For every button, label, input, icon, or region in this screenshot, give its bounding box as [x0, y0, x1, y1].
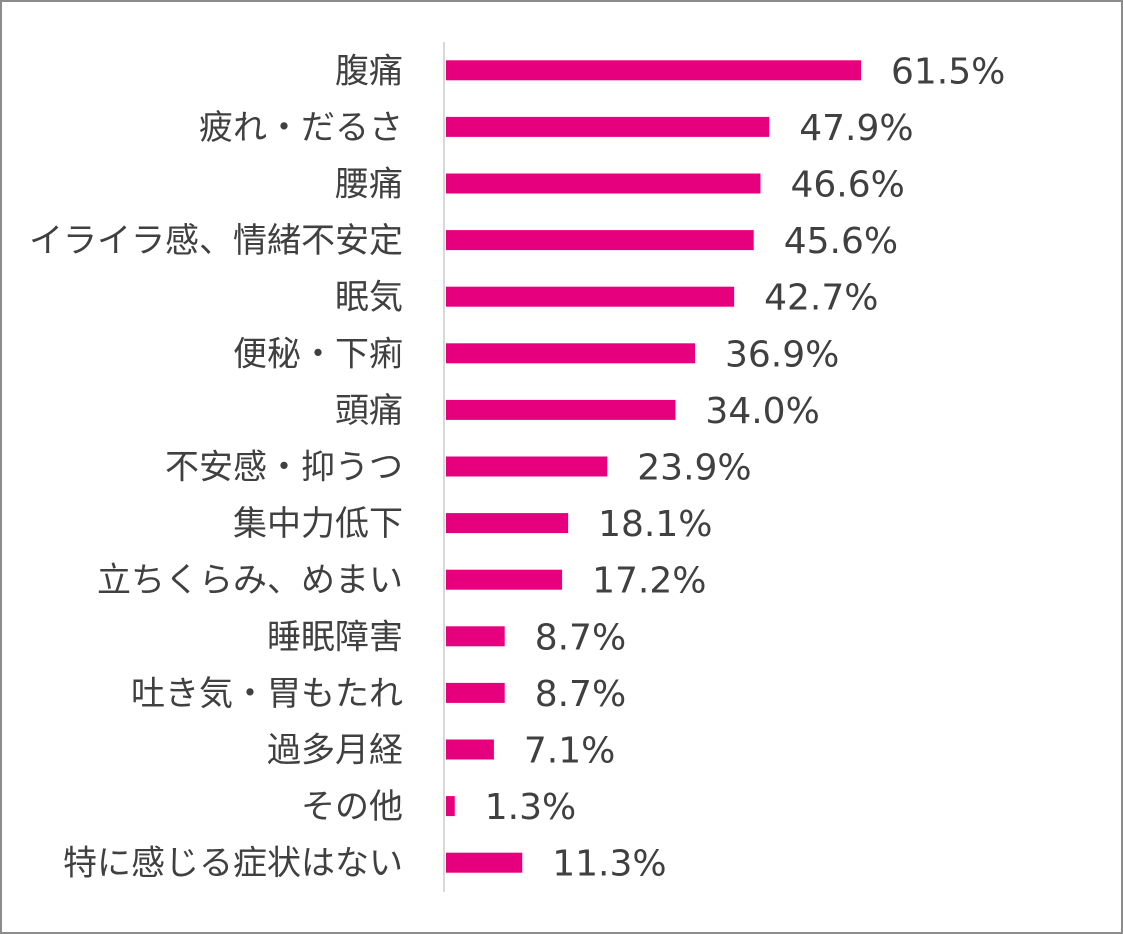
- category-label: 腰痛: [335, 165, 403, 205]
- category-label: 集中力低下: [233, 504, 403, 544]
- bar: [446, 173, 761, 194]
- category-labels-group: 腹痛疲れ・だるさ腰痛イライラ感、情緒不安定眠気便秘・下痢頭痛不安感・抑うつ集中力…: [29, 51, 403, 883]
- category-label: 眠気: [335, 278, 403, 318]
- category-label: 立ちくらみ、めまい: [97, 561, 403, 601]
- bar: [446, 569, 563, 590]
- value-label: 36.9%: [725, 334, 839, 375]
- value-label: 8.7%: [535, 674, 626, 715]
- value-label: 18.1%: [598, 504, 712, 545]
- bars-group: [446, 60, 861, 873]
- bar: [446, 230, 754, 251]
- value-label: 17.2%: [592, 561, 706, 602]
- bar: [446, 399, 676, 420]
- bar: [446, 796, 455, 817]
- value-label: 11.3%: [552, 844, 666, 885]
- value-label: 1.3%: [485, 787, 576, 828]
- value-label: 47.9%: [799, 108, 913, 149]
- category-label: 過多月経: [267, 731, 403, 771]
- value-label: 7.1%: [524, 731, 615, 772]
- category-label: 不安感・抑うつ: [165, 448, 403, 488]
- category-label: 頭痛: [335, 391, 403, 431]
- value-labels-group: 61.5% 47.9% 46.6% 45.6% 42.7% 36.9% 34.0% 23.9%…: [485, 51, 1006, 884]
- bar: [446, 682, 505, 703]
- value-label: 34.0%: [705, 391, 819, 432]
- value-label: 61.5%: [891, 51, 1005, 92]
- category-label: その他: [301, 787, 403, 827]
- bar: [446, 852, 523, 873]
- value-label: 8.7%: [535, 617, 626, 658]
- value-label: 46.6%: [790, 165, 904, 206]
- category-label: 腹痛: [335, 51, 403, 91]
- value-label: 23.9%: [637, 448, 751, 489]
- value-label: 45.6%: [784, 221, 898, 262]
- category-label: 睡眠障害: [267, 617, 403, 657]
- bar: [446, 286, 735, 307]
- category-label: 疲れ・だるさ: [199, 108, 403, 148]
- bar: [446, 513, 569, 534]
- bar: [446, 116, 770, 137]
- bar: [446, 739, 494, 760]
- bar: [446, 456, 608, 477]
- category-label: 便秘・下痢: [233, 334, 403, 374]
- category-label: イライラ感、情緒不安定: [29, 221, 403, 261]
- value-label: 42.7%: [764, 278, 878, 319]
- bar: [446, 626, 505, 647]
- category-label: 吐き気・胃もたれ: [131, 674, 403, 714]
- bar: [446, 60, 861, 81]
- category-label: 特に感じる症状はない: [63, 844, 403, 884]
- bar: [446, 343, 695, 364]
